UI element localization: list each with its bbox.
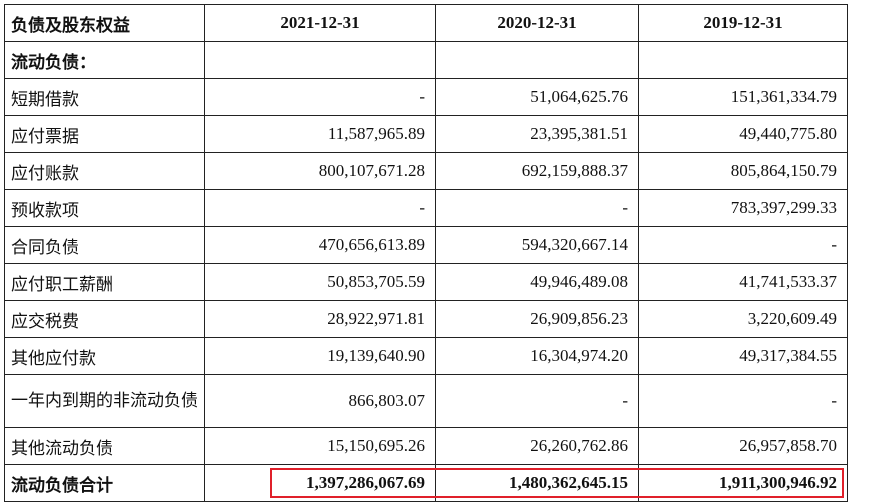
table-row: 一年内到期的非流动负债 866,803.07 - - xyxy=(4,374,848,428)
table-row: 应付账款 800,107,671.28 692,159,888.37 805,8… xyxy=(4,152,848,190)
cell-2020: 26,909,856.23 xyxy=(435,300,639,338)
total-2021: 1,397,286,067.69 xyxy=(204,464,436,502)
total-row: 流动负债合计 1,397,286,067.69 1,480,362,645.15… xyxy=(4,464,848,502)
cell-2021: 28,922,971.81 xyxy=(204,300,436,338)
header-category: 负债及股东权益 xyxy=(4,4,205,42)
section-title: 流动负债： xyxy=(4,41,205,79)
table-row: 应付职工薪酬 50,853,705.59 49,946,489.08 41,74… xyxy=(4,263,848,301)
row-label: 应付账款 xyxy=(4,152,205,190)
balance-sheet-container: 负债及股东权益 2021-12-31 2020-12-31 2019-12-31… xyxy=(4,4,848,502)
header-2020: 2020-12-31 xyxy=(435,4,639,42)
row-label: 短期借款 xyxy=(4,78,205,116)
cell-2020: 692,159,888.37 xyxy=(435,152,639,190)
row-label: 应付票据 xyxy=(4,115,205,153)
cell-2019: 151,361,334.79 xyxy=(638,78,848,116)
row-label: 一年内到期的非流动负债 xyxy=(4,374,205,428)
cell-2019: - xyxy=(638,374,848,428)
total-2019: 1,911,300,946.92 xyxy=(638,464,848,502)
cell-2019: 3,220,609.49 xyxy=(638,300,848,338)
cell-2019: 49,440,775.80 xyxy=(638,115,848,153)
table-row: 短期借款 - 51,064,625.76 151,361,334.79 xyxy=(4,78,848,116)
liabilities-table: 负债及股东权益 2021-12-31 2020-12-31 2019-12-31… xyxy=(4,4,848,502)
table-row: 应交税费 28,922,971.81 26,909,856.23 3,220,6… xyxy=(4,300,848,338)
table-row: 合同负债 470,656,613.89 594,320,667.14 - xyxy=(4,226,848,264)
cell-2019: 805,864,150.79 xyxy=(638,152,848,190)
cell-2021: - xyxy=(204,78,436,116)
row-label: 合同负债 xyxy=(4,226,205,264)
row-label: 其他应付款 xyxy=(4,337,205,375)
cell-2019: 26,957,858.70 xyxy=(638,427,848,465)
cell-2020: 16,304,974.20 xyxy=(435,337,639,375)
cell-2020: 594,320,667.14 xyxy=(435,226,639,264)
cell-2020: - xyxy=(435,189,639,227)
row-label: 应交税费 xyxy=(4,300,205,338)
table-row: 应付票据 11,587,965.89 23,395,381.51 49,440,… xyxy=(4,115,848,153)
header-2021: 2021-12-31 xyxy=(204,4,436,42)
cell-2020: 51,064,625.76 xyxy=(435,78,639,116)
cell-2020: 26,260,762.86 xyxy=(435,427,639,465)
cell-2020: - xyxy=(435,374,639,428)
total-2020: 1,480,362,645.15 xyxy=(435,464,639,502)
cell-2021: 11,587,965.89 xyxy=(204,115,436,153)
cell-2019: 783,397,299.33 xyxy=(638,189,848,227)
cell-2020: 23,395,381.51 xyxy=(435,115,639,153)
cell-2021: 800,107,671.28 xyxy=(204,152,436,190)
table-row: 预收款项 - - 783,397,299.33 xyxy=(4,189,848,227)
cell-2021: 15,150,695.26 xyxy=(204,427,436,465)
table-row: 其他应付款 19,139,640.90 16,304,974.20 49,317… xyxy=(4,337,848,375)
row-label: 预收款项 xyxy=(4,189,205,227)
section-row: 流动负债： xyxy=(4,41,848,79)
cell-2020: 49,946,489.08 xyxy=(435,263,639,301)
cell-2021: 866,803.07 xyxy=(204,374,436,428)
row-label: 应付职工薪酬 xyxy=(4,263,205,301)
cell-2021: 50,853,705.59 xyxy=(204,263,436,301)
cell-2019: - xyxy=(638,226,848,264)
cell-2019: 41,741,533.37 xyxy=(638,263,848,301)
row-label: 其他流动负债 xyxy=(4,427,205,465)
total-label: 流动负债合计 xyxy=(4,464,205,502)
header-row: 负债及股东权益 2021-12-31 2020-12-31 2019-12-31 xyxy=(4,4,848,42)
cell-2019: 49,317,384.55 xyxy=(638,337,848,375)
header-2019: 2019-12-31 xyxy=(638,4,848,42)
cell-2021: 470,656,613.89 xyxy=(204,226,436,264)
table-row: 其他流动负债 15,150,695.26 26,260,762.86 26,95… xyxy=(4,427,848,465)
cell-2021: 19,139,640.90 xyxy=(204,337,436,375)
cell-2021: - xyxy=(204,189,436,227)
